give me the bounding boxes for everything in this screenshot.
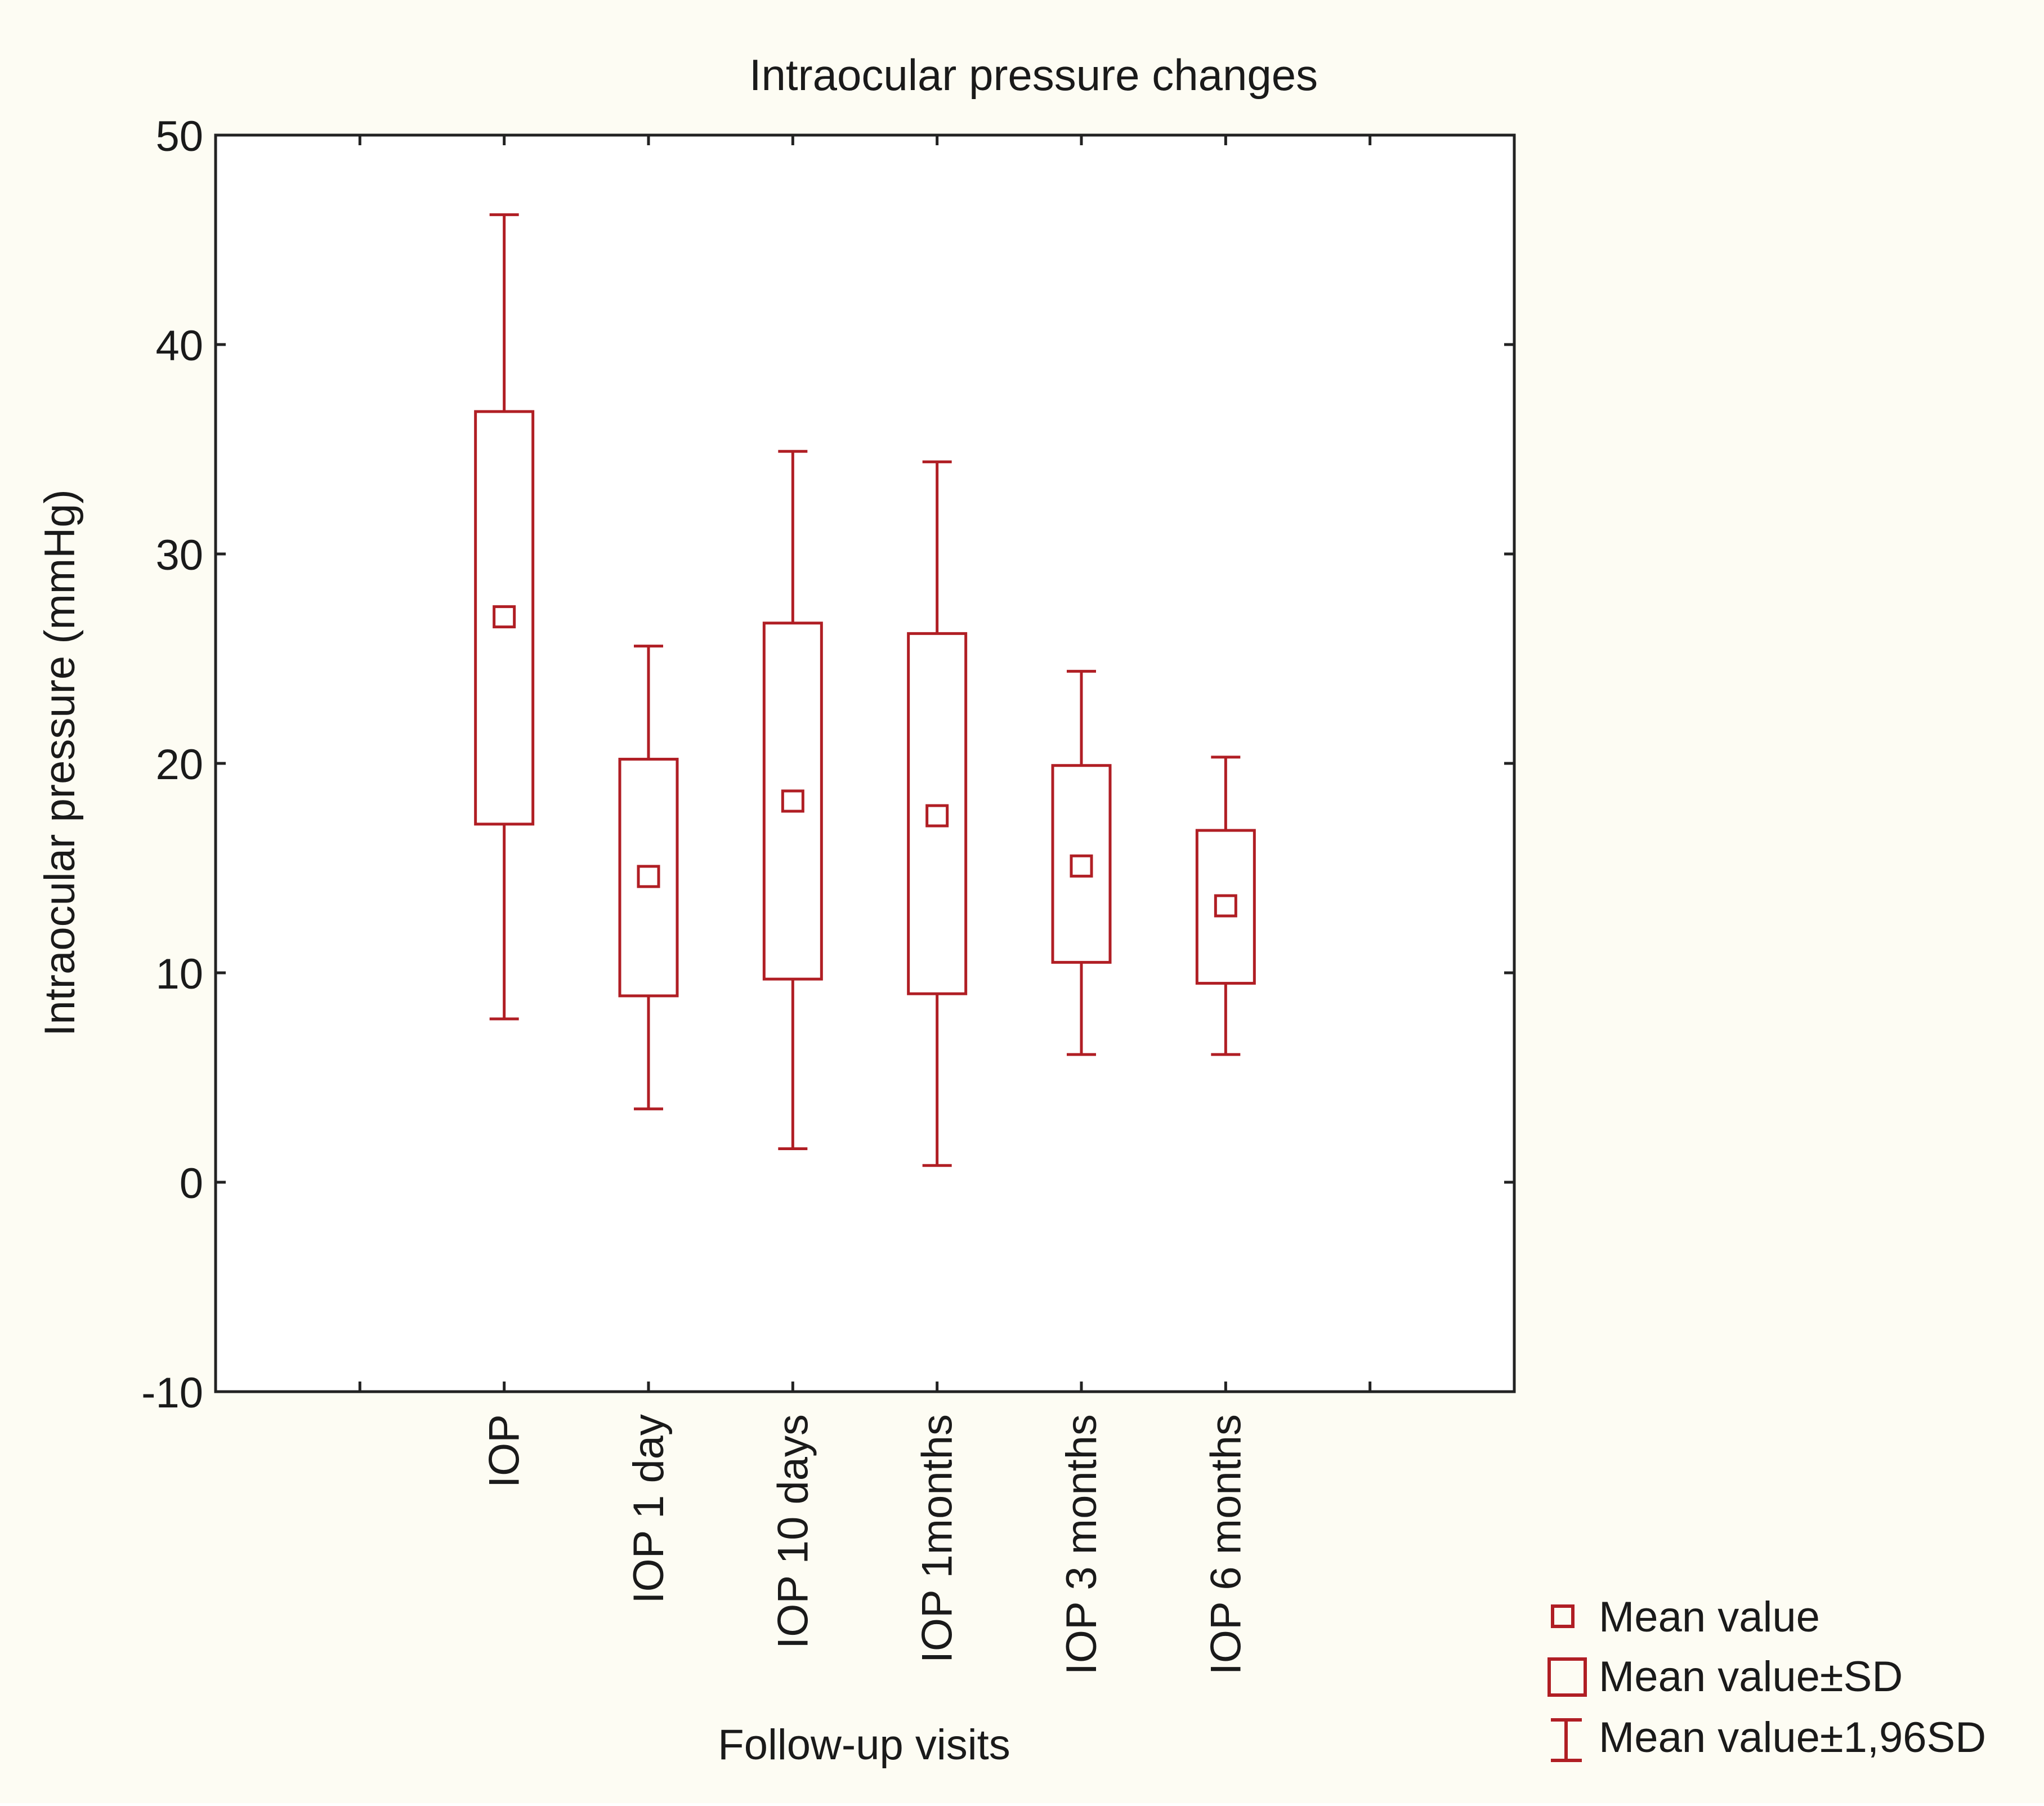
x-tick-labels: IOP IOP 1 day IOP 10 days IOP 1months IOP 3 … [481, 1414, 1250, 1675]
legend-item-sd: Mean value±SD [1547, 1653, 1903, 1701]
box-group [1195, 756, 1256, 1056]
y-tick-label: 20 [155, 741, 203, 789]
legend-item-mean: Mean value [1551, 1593, 1820, 1641]
box-group [618, 645, 679, 1111]
sd-box [618, 758, 679, 998]
sd-box [1051, 764, 1112, 964]
legend-196sd-label: Mean value±1,96SD [1599, 1714, 1986, 1762]
mean-marker [925, 804, 949, 828]
y-tick-label: 40 [155, 322, 203, 370]
sd-box [762, 622, 823, 981]
mean-marker [781, 789, 804, 813]
legend-mean-symbol [1551, 1604, 1575, 1628]
legend-sd-label: Mean value±SD [1599, 1653, 1903, 1701]
x-tick-label: IOP 1 day [625, 1414, 673, 1604]
legend: Mean value Mean value±SD Mean value±1,96… [1547, 1593, 1986, 1762]
x-axis-label: Follow-up visits [718, 1721, 1010, 1769]
x-tick-label: IOP [481, 1414, 529, 1488]
mean-marker [493, 605, 516, 629]
plot-area [214, 133, 1516, 1393]
y-tick-label: 0 [180, 1160, 203, 1208]
legend-item-196sd: Mean value±1,96SD [1551, 1714, 1986, 1762]
sd-box [907, 632, 968, 995]
mean-marker [1214, 894, 1237, 918]
y-tick-label: 10 [155, 950, 203, 998]
x-tick-label: IOP 3 months [1058, 1414, 1106, 1675]
x-tick-label: IOP 1months [914, 1414, 961, 1663]
box-group [762, 450, 823, 1150]
x-tick-label: IOP 10 days [769, 1414, 817, 1649]
x-tick-label: IOP 6 months [1202, 1414, 1250, 1675]
y-tick-labels: -10 0 10 20 30 40 50 [141, 113, 203, 1417]
y-tick-label: -10 [141, 1369, 203, 1417]
sd-box [1195, 829, 1256, 985]
y-axis-label: Intraocular pressure (mmHg) [36, 489, 84, 1036]
axis-ticks [216, 133, 1514, 1393]
box-group [907, 460, 968, 1167]
y-tick-label: 50 [155, 113, 203, 160]
mean-marker [637, 865, 660, 888]
chart-title: Intraocular pressure changes [749, 50, 1318, 100]
sd-box [474, 410, 535, 826]
box-group [1051, 669, 1112, 1056]
box-series [474, 213, 1256, 1167]
legend-mean-label: Mean value [1599, 1593, 1820, 1641]
y-tick-label: 30 [155, 531, 203, 579]
legend-box-symbol [1547, 1657, 1587, 1697]
mean-marker [1070, 854, 1093, 878]
box-group [474, 213, 535, 1021]
